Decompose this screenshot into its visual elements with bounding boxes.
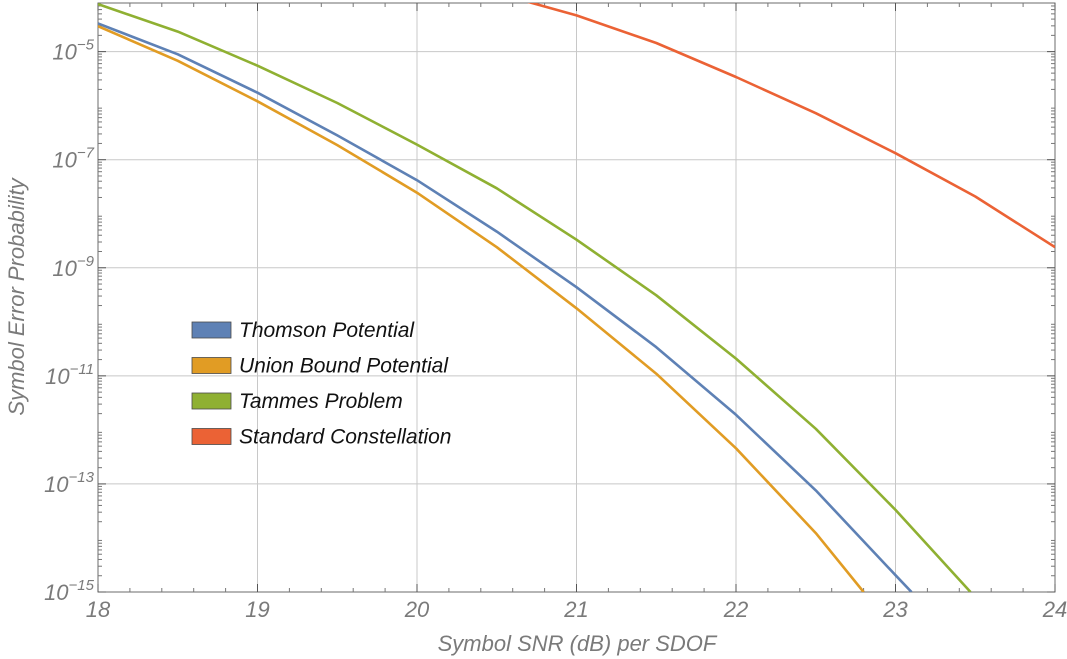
series-lines <box>98 3 1055 592</box>
y-axis-title: Symbol Error Probability <box>4 176 29 415</box>
y-tick-exponent: −5 <box>77 37 95 54</box>
x-tick-label: 19 <box>245 597 269 622</box>
y-tick-base: 10 <box>44 472 69 497</box>
legend-label: Thomson Potential <box>239 319 415 342</box>
grid-lines <box>97 3 1056 593</box>
x-axis-title: Symbol SNR (dB) per SDOF <box>438 631 718 656</box>
y-tick-exponent: −11 <box>70 361 94 378</box>
legend-swatch <box>191 357 232 374</box>
y-tick-label: 10−11 <box>45 361 94 389</box>
y-tick-exponent: −15 <box>69 577 95 594</box>
legend: Thomson Potential Union Bound Potential Ta… <box>191 319 451 449</box>
y-tick-label: 10−5 <box>52 37 94 65</box>
y-tick-exponent: −13 <box>69 469 95 486</box>
legend-label: Standard Constellation <box>239 426 451 449</box>
y-tick-exponent: −9 <box>77 253 95 270</box>
y-tick-label: 10−7 <box>52 145 94 173</box>
y-tick-label: 10−9 <box>52 253 94 281</box>
y-tick-label: 10−13 <box>44 469 95 497</box>
legend-swatch <box>191 428 232 445</box>
x-tick-label: 20 <box>404 597 430 622</box>
y-tick-exponent: −7 <box>77 145 95 162</box>
tick-marks <box>97 3 1056 593</box>
y-tick-base: 10 <box>44 580 69 605</box>
y-tick-base: 10 <box>52 148 77 173</box>
x-tick-label: 18 <box>86 597 111 622</box>
y-tick-base: 10 <box>52 256 77 281</box>
legend-swatch <box>191 392 232 410</box>
legend-label: Union Bound Potential <box>239 355 449 378</box>
y-tick-label: 10−15 <box>44 577 95 605</box>
y-tick-base: 10 <box>45 364 70 389</box>
series-line-union-bound-potential <box>98 25 865 592</box>
x-tick-label: 24 <box>1042 597 1067 622</box>
x-tick-label: 23 <box>882 597 908 622</box>
y-tick-base: 10 <box>52 40 77 65</box>
x-tick-label: 21 <box>563 597 588 622</box>
x-tick-label: 22 <box>723 597 748 622</box>
legend-swatch <box>191 321 232 339</box>
legend-label: Tammes Problem <box>239 390 403 413</box>
x-tick-labels: 18 19 20 21 22 23 24 <box>86 597 1067 622</box>
series-line-thomson-potential <box>98 22 913 592</box>
series-line-tammes-problem <box>98 3 972 592</box>
series-line-standard-constellation <box>527 3 1055 249</box>
